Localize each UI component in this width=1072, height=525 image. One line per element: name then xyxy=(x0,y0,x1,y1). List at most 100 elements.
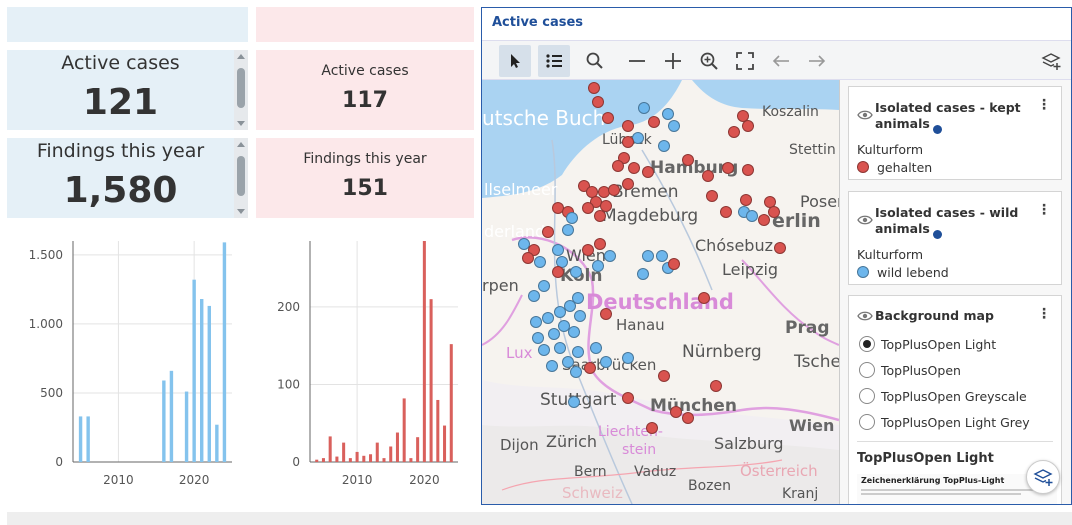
scroll-down-icon[interactable] xyxy=(237,121,245,126)
map-marker-wild[interactable] xyxy=(552,244,564,256)
pointer-tool-button[interactable] xyxy=(499,45,531,77)
map-marker-wild[interactable] xyxy=(592,260,604,272)
map-marker-wild[interactable] xyxy=(658,140,670,152)
search-button[interactable] xyxy=(579,45,611,77)
map-marker-kept[interactable] xyxy=(642,166,654,178)
map-marker-wild[interactable] xyxy=(538,344,550,356)
radio-label[interactable]: TopPlusOpen Light xyxy=(881,337,997,352)
map-marker-wild[interactable] xyxy=(548,328,560,340)
map-marker-wild[interactable] xyxy=(570,366,582,378)
map-marker-kept[interactable] xyxy=(582,244,594,256)
visibility-eye-icon[interactable] xyxy=(857,310,873,322)
map-marker-kept[interactable] xyxy=(740,194,752,206)
add-layer-button[interactable] xyxy=(1035,45,1067,77)
radio-label[interactable]: TopPlusOpen Greyscale xyxy=(881,389,1027,404)
forward-button[interactable] xyxy=(801,45,833,77)
add-layer-fab[interactable] xyxy=(1026,460,1060,494)
map-marker-kept[interactable] xyxy=(710,380,722,392)
map-marker-wild[interactable] xyxy=(534,256,546,268)
map-marker-kept[interactable] xyxy=(728,126,740,138)
map-marker-wild[interactable] xyxy=(558,320,570,332)
visibility-eye-icon[interactable] xyxy=(857,214,873,226)
map-marker-wild[interactable] xyxy=(570,266,582,278)
map-marker-kept[interactable] xyxy=(658,370,670,382)
map-marker-kept[interactable] xyxy=(698,292,710,304)
map-marker-wild[interactable] xyxy=(568,396,580,408)
map-marker-wild[interactable] xyxy=(572,346,584,358)
map-marker-wild[interactable] xyxy=(546,360,558,372)
map-marker-wild[interactable] xyxy=(662,108,674,120)
map-marker-wild[interactable] xyxy=(638,102,650,114)
map-marker-kept[interactable] xyxy=(608,184,620,196)
map-marker-kept[interactable] xyxy=(768,206,780,218)
map-marker-wild[interactable] xyxy=(518,238,530,250)
map-marker-kept[interactable] xyxy=(682,154,694,166)
scroll-thumb[interactable] xyxy=(237,156,245,196)
map-marker-wild[interactable] xyxy=(642,250,654,262)
map-marker-kept[interactable] xyxy=(646,422,658,434)
map-marker-kept[interactable] xyxy=(592,96,604,108)
map-marker-kept[interactable] xyxy=(682,412,694,424)
map-marker-kept[interactable] xyxy=(668,258,680,270)
map-marker-kept[interactable] xyxy=(622,120,634,132)
map-marker-wild[interactable] xyxy=(528,290,540,302)
scroll-thumb[interactable] xyxy=(237,68,245,108)
map-marker-kept[interactable] xyxy=(542,226,554,238)
zoom-out-button[interactable] xyxy=(621,45,653,77)
map-marker-kept[interactable] xyxy=(600,200,612,212)
map-marker-kept[interactable] xyxy=(588,82,600,94)
scroll-up-icon[interactable] xyxy=(237,54,245,59)
map-marker-wild[interactable] xyxy=(532,332,544,344)
legend-list-button[interactable] xyxy=(538,45,570,77)
radio-topplusopen[interactable] xyxy=(859,362,875,378)
map-canvas[interactable]: Koszalin utsche Buch Lübeck Stettin Hamb… xyxy=(482,80,839,504)
visibility-eye-icon[interactable] xyxy=(857,109,873,121)
map-marker-wild[interactable] xyxy=(562,224,574,236)
map-marker-kept[interactable] xyxy=(584,362,596,374)
fullscreen-button[interactable] xyxy=(729,45,761,77)
map-marker-kept[interactable] xyxy=(602,112,614,124)
map-marker-wild[interactable] xyxy=(542,312,554,324)
map-marker-kept[interactable] xyxy=(670,406,682,418)
map-marker-wild[interactable] xyxy=(656,250,668,262)
radio-topplusopen-greyscale[interactable] xyxy=(859,388,875,404)
map-marker-wild[interactable] xyxy=(568,326,580,338)
scroll-down-icon[interactable] xyxy=(237,209,245,214)
map-marker-kept[interactable] xyxy=(622,136,634,148)
radio-topplusopen-light-grey[interactable] xyxy=(859,414,875,430)
map-marker-kept[interactable] xyxy=(742,164,754,176)
map-marker-wild[interactable] xyxy=(590,342,602,354)
map-marker-wild[interactable] xyxy=(564,300,576,312)
map-marker-wild[interactable] xyxy=(600,356,612,368)
map-marker-kept[interactable] xyxy=(720,206,732,218)
scroll-up-icon[interactable] xyxy=(237,142,245,147)
map-marker-wild[interactable] xyxy=(554,342,566,354)
map-marker-wild[interactable] xyxy=(637,268,649,280)
map-marker-wild[interactable] xyxy=(604,250,616,262)
map-marker-kept[interactable] xyxy=(628,162,640,174)
layer-menu-icon[interactable]: ⋮ xyxy=(1037,306,1051,322)
map-marker-kept[interactable] xyxy=(758,214,770,226)
map-marker-kept[interactable] xyxy=(622,178,634,190)
map-marker-wild[interactable] xyxy=(538,280,550,292)
map-marker-kept[interactable] xyxy=(706,190,718,202)
map-marker-kept[interactable] xyxy=(600,308,612,320)
map-marker-kept[interactable] xyxy=(622,392,634,404)
map-marker-kept[interactable] xyxy=(594,238,606,250)
map-marker-wild[interactable] xyxy=(530,316,542,328)
map-marker-kept[interactable] xyxy=(742,120,754,132)
map-marker-kept[interactable] xyxy=(582,202,594,214)
radio-topplusopen-light[interactable] xyxy=(859,336,875,352)
zoom-in-button[interactable] xyxy=(657,45,689,77)
map-marker-wild[interactable] xyxy=(554,306,566,318)
map-marker-wild[interactable] xyxy=(566,212,578,224)
map-marker-kept[interactable] xyxy=(552,266,564,278)
back-button[interactable] xyxy=(765,45,797,77)
layer-menu-icon[interactable]: ⋮ xyxy=(1037,97,1051,113)
map-marker-kept[interactable] xyxy=(594,210,606,222)
radio-label[interactable]: TopPlusOpen Light Grey xyxy=(881,415,1030,430)
map-marker-wild[interactable] xyxy=(622,352,634,364)
map-marker-wild[interactable] xyxy=(574,310,586,322)
map-marker-kept[interactable] xyxy=(722,162,734,174)
map-marker-wild[interactable] xyxy=(572,292,584,304)
